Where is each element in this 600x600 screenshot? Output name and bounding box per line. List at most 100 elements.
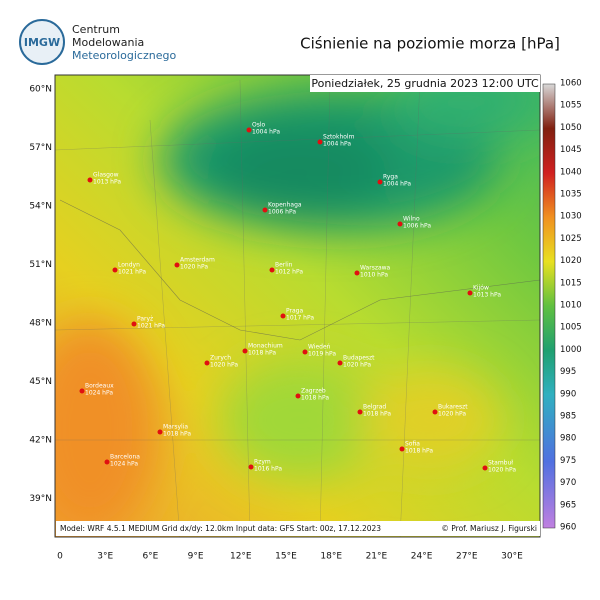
city-name: Ryga: [383, 174, 398, 181]
city-pressure: 1020 hPa: [210, 362, 238, 369]
city-pressure: 1012 hPa: [275, 269, 303, 276]
colorbar-label: 960: [560, 523, 576, 533]
lon-label: 3°E: [97, 552, 113, 562]
lon-label: 27°E: [456, 552, 478, 562]
city-pressure: 1021 hPa: [137, 323, 165, 330]
colorbar-label: 1035: [560, 190, 582, 200]
city-name: Belgrad: [363, 404, 386, 411]
city-name: Zurych: [210, 355, 231, 362]
city-pressure: 1018 hPa: [363, 411, 391, 418]
city-pressure: 1017 hPa: [286, 315, 314, 322]
city-dot: [317, 139, 323, 145]
city-name: Paryż: [137, 316, 153, 323]
lat-label: 45°N: [29, 377, 52, 387]
city-name: Kopenhaga: [268, 202, 302, 209]
pressure-field: [55, 75, 540, 537]
city-pressure: 1020 hPa: [438, 411, 466, 418]
city-pressure: 1004 hPa: [252, 129, 280, 136]
colorbar-label: 1055: [560, 101, 582, 111]
city-name: Sztokholm: [323, 134, 355, 141]
logo-mark: IMGW: [24, 36, 60, 49]
city-dot: [482, 465, 488, 471]
city-dot: [248, 464, 254, 470]
city-name: Sofia: [405, 441, 420, 448]
city-pressure: 1004 hPa: [323, 141, 351, 148]
city-pressure: 1024 hPa: [110, 461, 138, 468]
city-dot: [295, 393, 301, 399]
lon-label: 12°E: [230, 552, 252, 562]
colorbar-label: 1030: [560, 212, 582, 222]
city-name: Zagrzeb: [301, 388, 326, 395]
logo-line: Centrum: [72, 23, 120, 36]
city-pressure: 1018 hPa: [248, 350, 276, 357]
map-frame: [54, 74, 541, 538]
lat-label: 39°N: [29, 494, 52, 504]
lat-label: 51°N: [29, 260, 52, 270]
city-name: Amsterdam: [180, 257, 215, 264]
city-dot: [204, 360, 210, 366]
colorbar-label: 1015: [560, 278, 582, 288]
city-dot: [467, 290, 473, 296]
city-dot: [354, 270, 360, 276]
city-pressure: 1018 hPa: [405, 448, 433, 455]
logo-circle: [19, 19, 65, 65]
city-dot: [157, 429, 163, 435]
city-name: Warszawa: [360, 265, 391, 272]
city-name: Kijów: [473, 285, 489, 292]
lon-label: 30°E: [501, 552, 523, 562]
city-pressure: 1013 hPa: [473, 292, 501, 299]
city-dot: [397, 221, 403, 227]
city-pressure: 1020 hPa: [488, 467, 516, 474]
city-pressure: 1018 hPa: [163, 431, 191, 438]
city-dot: [104, 459, 110, 465]
colorbar-label: 980: [560, 434, 576, 444]
city-dot: [399, 446, 405, 452]
city-name: Marsylia: [163, 424, 188, 431]
city-dot: [87, 177, 93, 183]
lon-label: 6°E: [142, 552, 158, 562]
city-dot: [79, 388, 85, 394]
lat-label: 57°N: [29, 143, 52, 153]
colorbar-label: 990: [560, 389, 576, 399]
city-dot: [174, 262, 180, 268]
city-name: Barcelona: [110, 454, 140, 461]
city-name: Praga: [286, 308, 303, 315]
city-pressure: 1020 hPa: [343, 362, 371, 369]
city-dot: [246, 127, 252, 133]
footer-model: Model: WRF 4.5.1 MEDIUM Grid dx/dy: 12.0…: [60, 524, 381, 533]
city-pressure: 1016 hPa: [254, 466, 282, 473]
city-name: Glasgow: [93, 172, 119, 179]
timestamp: Poniedziałek, 25 grudnia 2023 12:00 UTC: [311, 77, 539, 90]
title: Ciśnienie na poziomie morza [hPa]: [300, 35, 560, 53]
city-dot: [131, 321, 137, 327]
lon-label: 0: [57, 552, 63, 562]
city-pressure: 1018 hPa: [301, 395, 329, 402]
timestamp-box: [310, 75, 540, 92]
city-dot: [262, 207, 268, 213]
city-pressure: 1021 hPa: [118, 269, 146, 276]
colorbar-label: 1050: [560, 123, 582, 133]
colorbar-label: 1020: [560, 256, 582, 266]
city-name: Wiedeń: [308, 344, 331, 351]
city-pressure: 1006 hPa: [268, 209, 296, 216]
colorbar-label: 995: [560, 367, 576, 377]
lon-label: 24°E: [411, 552, 433, 562]
city-name: Bukareszt: [438, 404, 468, 411]
city-name: Rzym: [254, 459, 271, 466]
city-name: Wilno: [403, 216, 420, 223]
city-pressure: 1006 hPa: [403, 223, 431, 230]
city-pressure: 1024 hPa: [85, 390, 113, 397]
city-dot: [269, 267, 275, 273]
logo-line: Modelowania: [72, 36, 144, 49]
city-name: Stambuł: [488, 460, 513, 467]
city-name: Londyn: [118, 262, 140, 269]
city-dot: [112, 267, 118, 273]
lat-label: 48°N: [29, 319, 52, 329]
lon-label: 15°E: [275, 552, 297, 562]
city-pressure: 1004 hPa: [383, 181, 411, 188]
city-name: Monachium: [248, 343, 283, 350]
colorbar-label: 985: [560, 412, 576, 422]
city-dot: [432, 409, 438, 415]
colorbar-label: 1040: [560, 167, 582, 177]
